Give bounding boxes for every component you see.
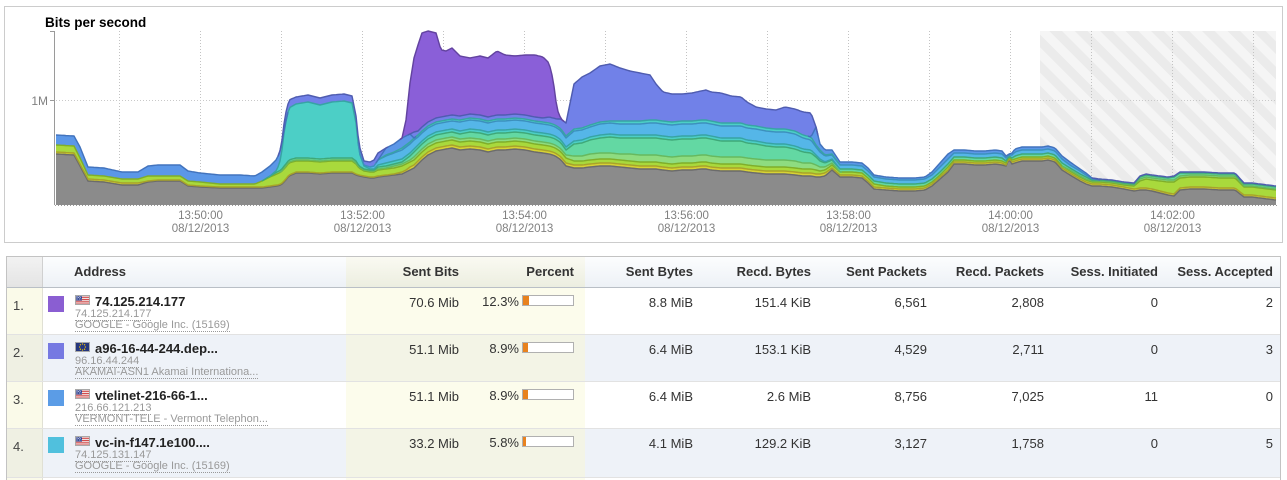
- svg-text:08/12/2013: 08/12/2013: [820, 223, 878, 235]
- svg-text:13:58:00: 13:58:00: [826, 210, 871, 222]
- svg-text:Bits per second: Bits per second: [45, 15, 146, 30]
- svg-text:08/12/2013: 08/12/2013: [1144, 223, 1202, 235]
- svg-text:08/12/2013: 08/12/2013: [172, 223, 230, 235]
- svg-text:14:02:00: 14:02:00: [1150, 210, 1195, 222]
- svg-text:13:52:00: 13:52:00: [340, 210, 385, 222]
- svg-text:13:50:00: 13:50:00: [178, 210, 223, 222]
- svg-text:08/12/2013: 08/12/2013: [658, 223, 716, 235]
- svg-text:13:56:00: 13:56:00: [664, 210, 709, 222]
- svg-text:1M: 1M: [31, 94, 48, 108]
- svg-text:08/12/2013: 08/12/2013: [982, 223, 1040, 235]
- svg-text:14:00:00: 14:00:00: [988, 210, 1033, 222]
- svg-text:08/12/2013: 08/12/2013: [496, 223, 554, 235]
- svg-text:08/12/2013: 08/12/2013: [334, 223, 392, 235]
- svg-text:13:54:00: 13:54:00: [502, 210, 547, 222]
